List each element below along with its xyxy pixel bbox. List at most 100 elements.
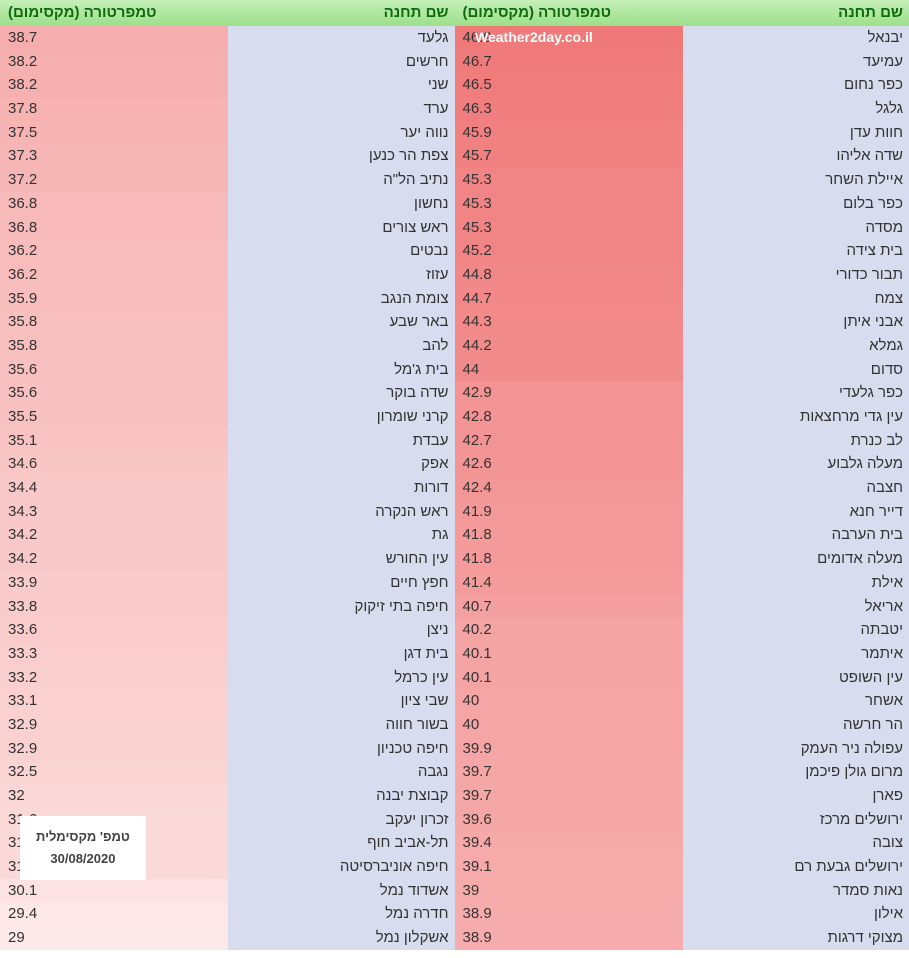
temp-max-value: 33.1 (0, 689, 228, 713)
station-name: כפר גלעדי (683, 381, 909, 405)
table-row: דורות34.4 (0, 476, 455, 500)
temp-max-value: 35.9 (0, 287, 228, 311)
temp-max-value: 40 (455, 689, 683, 713)
table-row: צובה39.4 (455, 831, 909, 855)
temp-max-value: 35.5 (0, 405, 228, 429)
table-row: גלגל46.3 (455, 97, 909, 121)
table-row: ערד37.8 (0, 97, 455, 121)
table-row: ירושלים מרכז39.6 (455, 808, 909, 832)
station-name: עין כרמל (228, 666, 454, 690)
station-name: חיפה בתי זיקוק (228, 595, 454, 619)
station-name: אשחר (683, 689, 909, 713)
temp-max-value: 41.4 (455, 571, 683, 595)
temp-max-value: 35.6 (0, 358, 228, 382)
temp-max-value: 35.8 (0, 310, 228, 334)
table-row: מצוקי דרגות38.9 (455, 926, 909, 950)
station-name: ראש צורים (228, 216, 454, 240)
temp-max-value: 37.8 (0, 97, 228, 121)
temp-max-value: 36.2 (0, 263, 228, 287)
station-name: דייר חנא (683, 500, 909, 524)
station-name: מרום גולן פיכמן (683, 760, 909, 784)
station-name: אשקלון נמל (228, 926, 454, 950)
temp-max-value: 34.6 (0, 452, 228, 476)
caption-date: 30/08/2020 (36, 848, 130, 870)
temp-max-value: 33.6 (0, 618, 228, 642)
temp-max-value: 32.9 (0, 713, 228, 737)
station-name: עין השופט (683, 666, 909, 690)
table-row: צמח44.7 (455, 287, 909, 311)
station-name: מסדה (683, 216, 909, 240)
station-name: מעלה גלבוע (683, 452, 909, 476)
table-row: להב35.8 (0, 334, 455, 358)
table-row: נווה יער37.5 (0, 121, 455, 145)
station-name: צפת הר כנען (228, 144, 454, 168)
station-name: בית דגן (228, 642, 454, 666)
temp-max-value: 37.2 (0, 168, 228, 192)
station-name: בשור חווה (228, 713, 454, 737)
table-row: עין גדי מרחצאות42.8 (455, 405, 909, 429)
table-row: עין כרמל33.2 (0, 666, 455, 690)
temp-max-value: 42.4 (455, 476, 683, 500)
station-name: אפק (228, 452, 454, 476)
table-row: יטבתה40.2 (455, 618, 909, 642)
station-name: חוות עדן (683, 121, 909, 145)
table-row: בית ג'מל35.6 (0, 358, 455, 382)
station-name: עמיעד (683, 50, 909, 74)
station-name: עזוז (228, 263, 454, 287)
temp-max-value: 40.7 (455, 595, 683, 619)
watermark: Weather2day.co.il (475, 26, 593, 50)
header-row: שם תחנה טמפרטורה (מקסימום) (455, 0, 909, 26)
table-row: גת34.2 (0, 523, 455, 547)
temp-max-value: 32.9 (0, 737, 228, 761)
temp-max-value: 45.9 (455, 121, 683, 145)
table-row: נאות סמדר39 (455, 879, 909, 903)
date-caption: טמפ' מקסימלית 30/08/2020 (20, 816, 146, 880)
table-row: עזוז36.2 (0, 263, 455, 287)
table-row: איילת השחר45.3 (455, 168, 909, 192)
station-name: חפץ חיים (228, 571, 454, 595)
station-name: חיפה אוניברסיטה (228, 855, 454, 879)
header-row: שם תחנה טמפרטורה (מקסימום) (0, 0, 455, 26)
temp-max-value: 40.1 (455, 642, 683, 666)
station-name: בית צידה (683, 239, 909, 263)
station-name: אילת (683, 571, 909, 595)
table-row: עמיעד46.7 (455, 50, 909, 74)
station-name: אבני איתן (683, 310, 909, 334)
table-row: ניצן33.6 (0, 618, 455, 642)
temp-max-value: 34.2 (0, 547, 228, 571)
station-name: בית ג'מל (228, 358, 454, 382)
station-name: עפולה ניר העמק (683, 737, 909, 761)
temp-max-value: 44.7 (455, 287, 683, 311)
temp-max-value: 38.9 (455, 902, 683, 926)
temp-max-value: 44.3 (455, 310, 683, 334)
table-row: נבטים36.2 (0, 239, 455, 263)
station-name: סדום (683, 358, 909, 382)
table-row: שדה בוקר35.6 (0, 381, 455, 405)
station-name: איתמר (683, 642, 909, 666)
station-name: ראש הנקרה (228, 500, 454, 524)
table-row: ראש הנקרה34.3 (0, 500, 455, 524)
temp-max-value: 29 (0, 926, 228, 950)
station-name: אילון (683, 902, 909, 926)
temp-max-value: 45.3 (455, 216, 683, 240)
temp-max-value: 42.6 (455, 452, 683, 476)
table-row: עפולה ניר העמק39.9 (455, 737, 909, 761)
temp-max-value: 33.2 (0, 666, 228, 690)
temp-max-value: 42.8 (455, 405, 683, 429)
table-row: בית דגן33.3 (0, 642, 455, 666)
temp-max-value: 35.1 (0, 429, 228, 453)
temp-max-value: 38.2 (0, 50, 228, 74)
table-row: יבנאל46.9Weather2day.co.il (455, 26, 909, 50)
station-name: שבי ציון (228, 689, 454, 713)
temp-max-value: 30.1 (0, 879, 228, 903)
table-row: חרשים38.2 (0, 50, 455, 74)
column-left: שם תחנה טמפרטורה (מקסימום) גלעד38.7חרשים… (0, 0, 455, 950)
station-name: צומת הנגב (228, 287, 454, 311)
table-row: עבדת35.1 (0, 429, 455, 453)
temp-max-value: 29.4 (0, 902, 228, 926)
temp-max-value: 33.8 (0, 595, 228, 619)
header-tempmax: טמפרטורה (מקסימום) (0, 0, 228, 26)
temp-max-value: 40 (455, 713, 683, 737)
station-name: יבנאל (683, 26, 909, 50)
table-row: חיפה בתי זיקוק33.8 (0, 595, 455, 619)
